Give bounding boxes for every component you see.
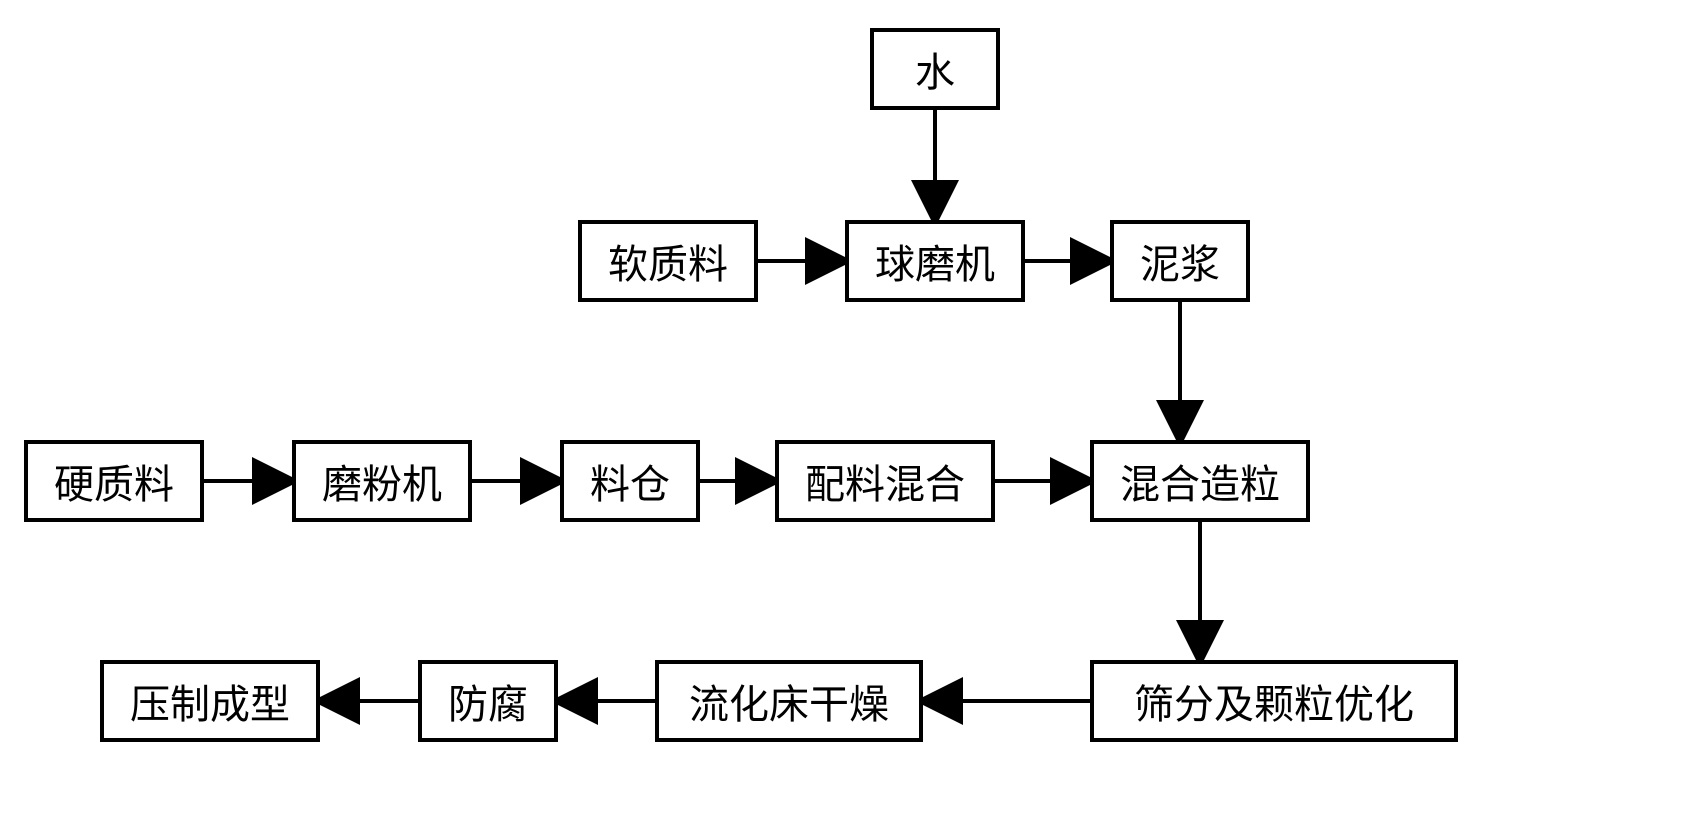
node-soft: 软质料	[578, 220, 758, 302]
node-ballmill: 球磨机	[845, 220, 1025, 302]
node-slurry: 泥浆	[1110, 220, 1250, 302]
node-fluidbed: 流化床干燥	[655, 660, 923, 742]
node-sieve: 筛分及颗粒优化	[1090, 660, 1458, 742]
node-hard: 硬质料	[24, 440, 204, 522]
node-mix: 配料混合	[775, 440, 995, 522]
node-grinder: 磨粉机	[292, 440, 472, 522]
node-water: 水	[870, 28, 1000, 110]
node-anticorr: 防腐	[418, 660, 558, 742]
node-silo: 料仓	[560, 440, 700, 522]
node-press: 压制成型	[100, 660, 320, 742]
node-granulate: 混合造粒	[1090, 440, 1310, 522]
